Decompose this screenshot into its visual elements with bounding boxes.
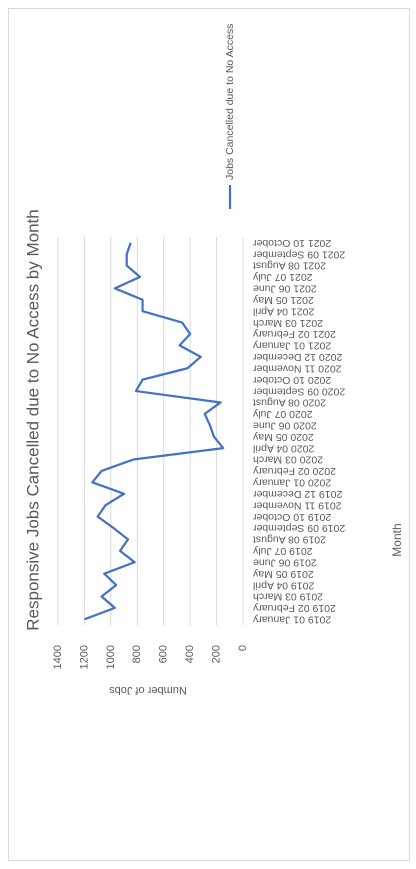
x-tick-label: 2019 07 July (252, 545, 312, 557)
x-tick-label: 2020 08 August (253, 397, 326, 409)
x-tick-label: 2021 02 February (252, 328, 336, 340)
x-tick-label: 2019 10 October (253, 511, 332, 523)
line-series (84, 242, 225, 621)
rotated-chart: Responsive Jobs Cancelled due to No Acce… (23, 24, 404, 697)
x-tick-label: 2020 05 May (252, 431, 313, 443)
x-tick-label: 2021 01 January (252, 340, 331, 352)
x-tick-label: 2019 12 December (253, 488, 343, 500)
x-tick-label: 2020 03 March (253, 454, 323, 466)
x-tick-label: 2021 07 July (252, 271, 312, 283)
x-tick-label: 2020 12 December (253, 351, 343, 363)
x-tick-label: 2020 11 November (253, 362, 342, 374)
x-axis-title: Month (390, 523, 404, 556)
x-tick-label: 2021 08 August (253, 260, 326, 272)
x-tick-label: 2019 06 June (253, 556, 317, 568)
x-tick-label: 2019 01 January (252, 614, 331, 626)
y-tick-label: 200 (210, 645, 222, 663)
y-tick-label: 1400 (52, 645, 64, 669)
x-tick-label: 2019 08 August (253, 534, 326, 546)
x-tick-label: 2021 10 October (253, 237, 332, 249)
x-tick-label: 2019 11 November (253, 499, 342, 511)
x-tick-label: 2021 09 September (252, 248, 345, 260)
y-tick-label: 600 (158, 645, 170, 663)
y-tick-label: 1000 (105, 645, 117, 669)
x-tick-label: 2021 03 March (253, 317, 323, 329)
chart-border (8, 8, 410, 861)
y-axis-title: Number of Jobs (109, 684, 187, 696)
x-tick-label: 2020 09 September (252, 385, 345, 397)
x-tick-label: 2019 03 March (253, 591, 323, 603)
x-tick-label: 2020 07 July (252, 408, 312, 420)
x-tick-label: 2019 05 May (252, 568, 313, 580)
x-tick-label: 2019 09 September (252, 522, 345, 534)
x-tick-label: 2019 04 April (253, 579, 314, 591)
x-tick-label: 2020 10 October (253, 374, 332, 386)
y-tick-label: 0 (237, 645, 249, 651)
x-tick-label: 2021 04 April (253, 305, 314, 317)
y-tick-label: 400 (184, 645, 196, 663)
x-tick-label: 2020 04 April (253, 442, 314, 454)
y-tick-label: 800 (131, 645, 143, 663)
y-tick-label: 1200 (78, 645, 90, 669)
x-tick-label: 2020 01 January (252, 477, 331, 489)
x-tick-label: 2021 05 May (252, 294, 313, 306)
x-tick-label: 2020 02 February (252, 465, 336, 477)
legend-label: Jobs Cancelled due to No Access (224, 24, 236, 180)
x-tick-label: 2020 06 June (253, 420, 317, 432)
chart-title: Responsive Jobs Cancelled due to No Acce… (23, 209, 42, 630)
x-tick-label: 2021 06 June (253, 283, 317, 295)
x-tick-label: 2019 02 February (252, 602, 336, 614)
